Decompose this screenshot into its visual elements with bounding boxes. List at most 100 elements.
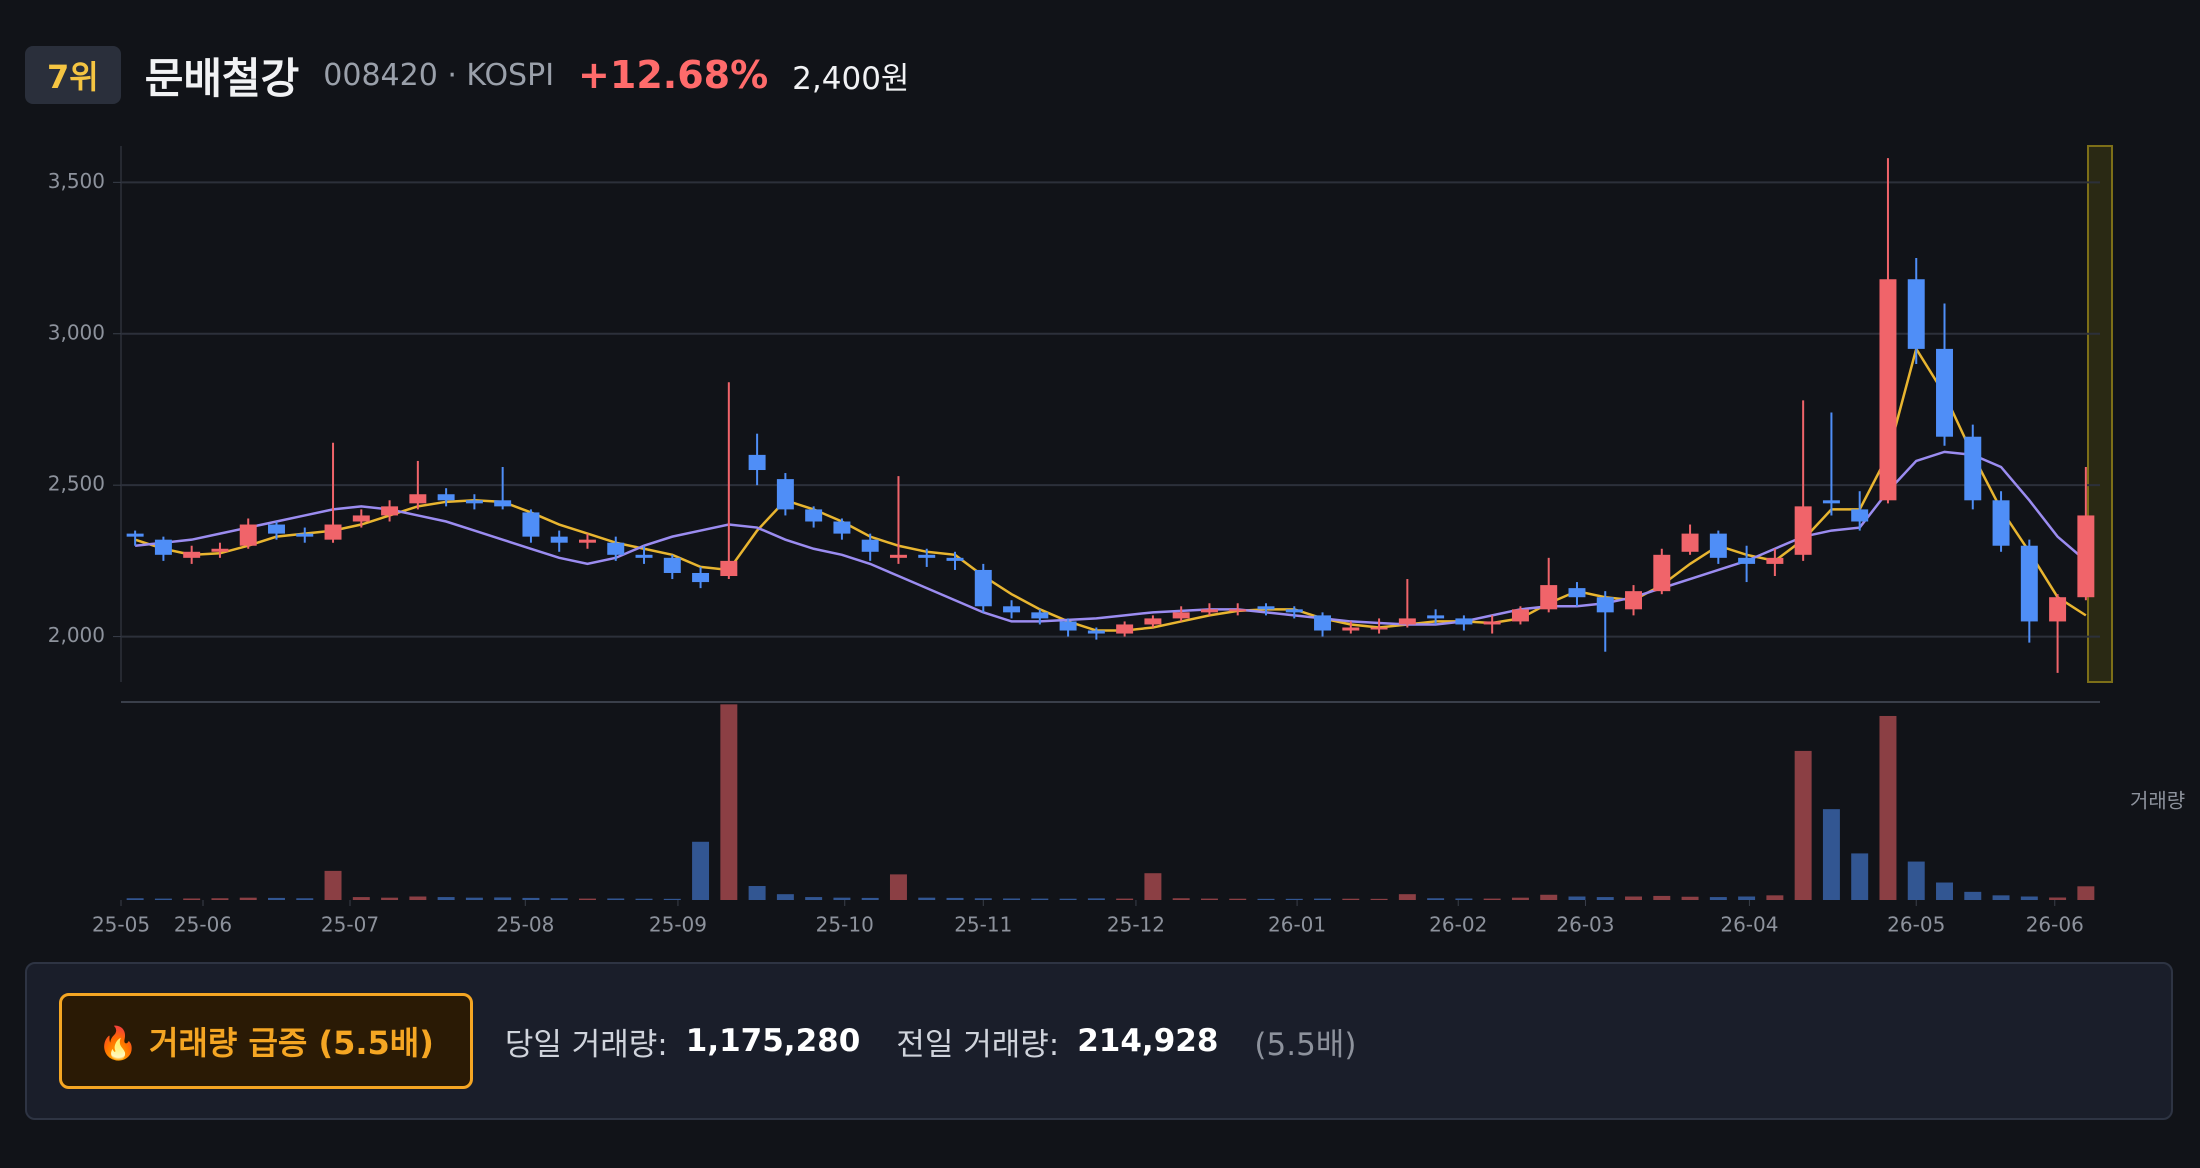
candle-body xyxy=(1681,533,1699,552)
volume-bar xyxy=(409,896,427,900)
x-tick-label: 26-03 xyxy=(1556,913,1614,937)
candle-body xyxy=(946,557,964,561)
x-tick-label: 25-10 xyxy=(816,913,874,937)
volume-label: 거래량 xyxy=(2130,789,2185,813)
x-tick-label: 25-07 xyxy=(321,913,379,937)
candle-body xyxy=(409,494,427,504)
x-tick-label: 26-06 xyxy=(2026,913,2084,937)
candle-body xyxy=(1200,609,1218,613)
volume-bar xyxy=(1003,898,1021,900)
volume-bar xyxy=(1992,895,2010,900)
volume-bar xyxy=(1342,898,1360,900)
candle-body xyxy=(352,515,370,522)
candle-body xyxy=(720,560,738,577)
volume-bar xyxy=(1031,898,1049,900)
volume-bar xyxy=(2020,896,2038,900)
today-value: 1,175,280 xyxy=(685,1023,861,1059)
volume-bar xyxy=(1398,894,1416,900)
volume-bar xyxy=(1681,896,1699,900)
candle-body xyxy=(1342,627,1360,631)
stock-name: 문배철강 xyxy=(144,53,300,103)
moving-average xyxy=(135,450,2087,626)
volume-bar xyxy=(1427,898,1445,900)
x-tick-label: 26-01 xyxy=(1268,913,1326,937)
candle-body xyxy=(268,524,285,534)
volume-bar xyxy=(1653,895,1671,900)
x-tick-label: 25-05 xyxy=(92,913,150,937)
alert-badge: 🔥 거래량 급증 (5.5배) xyxy=(59,993,473,1089)
candle-body xyxy=(1879,279,1897,501)
candle-body xyxy=(578,539,596,543)
price: 2,400원 xyxy=(792,60,910,97)
candle-body xyxy=(805,509,823,522)
candle-body xyxy=(1794,506,1812,555)
rank-badge: 7위 xyxy=(25,46,121,104)
y-tick-label: 2,000 xyxy=(48,623,105,647)
candle-body xyxy=(2020,545,2038,622)
volume-bar xyxy=(2077,886,2095,900)
volume-bar xyxy=(1851,853,1869,900)
candle-body xyxy=(1370,627,1388,630)
volume-bar xyxy=(268,897,285,900)
candle-body xyxy=(211,548,229,552)
volume-bar xyxy=(324,870,342,900)
candle-body xyxy=(1625,591,1643,610)
candle-body xyxy=(663,557,681,573)
prev-label: 전일 거래량: xyxy=(896,1026,1060,1063)
candle-body xyxy=(1964,436,1982,501)
candle-body xyxy=(635,554,653,558)
candle-body xyxy=(1257,606,1275,610)
volume-bar xyxy=(805,897,823,900)
candle-body xyxy=(1738,557,1756,564)
volume-bar xyxy=(946,897,964,900)
volume-bar xyxy=(833,897,851,900)
candle-body xyxy=(1936,348,1953,437)
volume-bar xyxy=(578,898,596,900)
y-tick-label: 3,000 xyxy=(48,320,105,344)
volume-bar xyxy=(550,898,568,900)
candle-body xyxy=(1596,597,1614,613)
candle-body xyxy=(324,524,342,540)
candle-body xyxy=(1031,612,1049,619)
candle-body xyxy=(1116,624,1134,634)
candle-body xyxy=(2049,597,2067,622)
volume-bar xyxy=(918,897,936,900)
candle-body xyxy=(607,542,625,555)
candle-body xyxy=(1427,615,1445,619)
x-tick-label: 26-02 xyxy=(1429,913,1487,937)
volume-bar xyxy=(1964,891,1982,900)
header: 7위 문배철강 008420 · KOSPI +12.68% 2,400원 xyxy=(25,46,910,104)
volume-bar xyxy=(2049,897,2067,900)
volume-bar xyxy=(1709,897,1727,900)
volume-bar xyxy=(889,874,907,900)
candle-body xyxy=(1568,588,1586,598)
volume-bar xyxy=(1483,898,1501,900)
volume-bar xyxy=(1172,898,1190,900)
highlight-box xyxy=(2087,145,2113,683)
candle-body xyxy=(1314,615,1332,631)
candle-body xyxy=(1483,621,1501,625)
candle-body xyxy=(1003,606,1021,613)
alert-panel: 🔥 거래량 급증 (5.5배) 당일 거래량: 1,175,280 전일 거래량… xyxy=(25,962,2173,1120)
volume-bar xyxy=(1766,895,1784,900)
candle-body xyxy=(692,572,710,583)
volume-bar xyxy=(748,886,766,900)
candle-body xyxy=(1285,609,1303,613)
volume-bar xyxy=(352,897,370,900)
candle-body xyxy=(1540,585,1558,610)
volume-bar xyxy=(1314,898,1332,900)
volume-bar xyxy=(607,898,625,900)
volume-bar xyxy=(1229,898,1247,900)
volume-bar xyxy=(239,897,257,900)
x-tick-label: 25-08 xyxy=(496,913,554,937)
x-tick-label: 25-12 xyxy=(1107,913,1165,937)
volume-bar xyxy=(1540,894,1558,900)
candle-body xyxy=(381,506,399,516)
volume-bar xyxy=(861,897,879,900)
volume-bar xyxy=(1907,861,1925,900)
volume-bar xyxy=(1257,898,1275,900)
candle-body xyxy=(776,479,794,510)
volume-bar xyxy=(522,897,540,900)
candle-body xyxy=(296,533,314,537)
